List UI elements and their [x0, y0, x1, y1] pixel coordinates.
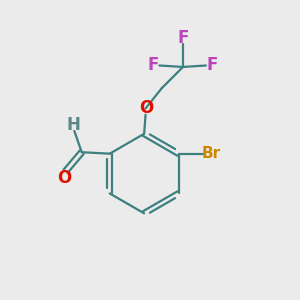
- Text: O: O: [57, 169, 71, 187]
- Text: F: F: [207, 56, 218, 74]
- Text: Br: Br: [202, 146, 221, 161]
- Text: O: O: [139, 100, 153, 118]
- Text: F: F: [147, 56, 159, 74]
- Text: F: F: [177, 28, 189, 46]
- Text: H: H: [67, 116, 81, 134]
